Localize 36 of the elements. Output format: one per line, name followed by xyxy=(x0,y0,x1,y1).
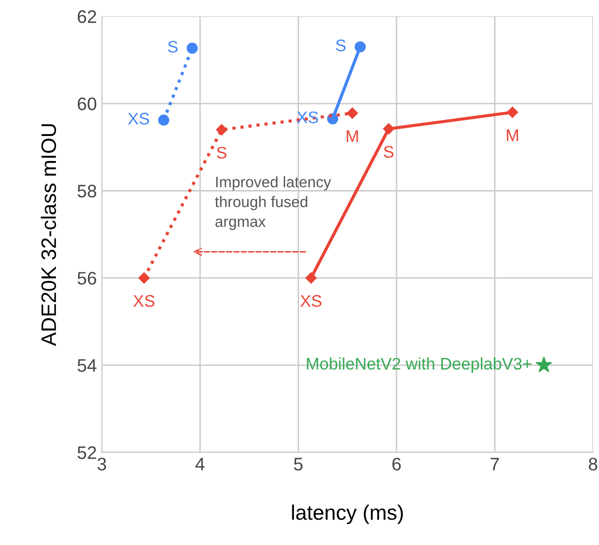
series-label: MobileNetV2 with DeeplabV3+ xyxy=(306,357,532,373)
x-tick-label: 3 xyxy=(98,458,106,470)
annotation: M xyxy=(506,130,518,142)
annotation: XS xyxy=(296,111,318,124)
point xyxy=(305,272,317,284)
annotation: M xyxy=(346,130,358,142)
x-tick-label: 6 xyxy=(392,458,401,470)
point xyxy=(346,108,358,119)
point xyxy=(506,106,518,118)
annotation: S xyxy=(384,146,394,158)
annotation: XS xyxy=(133,295,154,307)
annotation: S xyxy=(336,40,346,52)
annotation: S xyxy=(168,40,178,53)
y-tick-label: 54 xyxy=(78,359,96,372)
y-tick-label: 58 xyxy=(78,184,96,198)
annotation: Improved latency through fused argmax xyxy=(215,176,332,230)
x-tick-label: 7 xyxy=(490,458,499,470)
x-tick-label: 5 xyxy=(294,458,303,470)
point xyxy=(354,41,366,52)
x-tick-label: 4 xyxy=(195,458,205,470)
annotation: XS xyxy=(300,295,322,307)
y-tick-label: 52 xyxy=(78,446,96,460)
x-axis-title: latency (ms) xyxy=(292,504,403,524)
x-tick-label: 8 xyxy=(588,458,598,470)
y-tick-label: 56 xyxy=(78,272,96,285)
point xyxy=(138,272,150,284)
y-tick-label: 62 xyxy=(78,10,96,24)
y-tick-label: 60 xyxy=(78,97,96,110)
point xyxy=(216,124,228,136)
point xyxy=(186,42,198,54)
annotation: S xyxy=(216,146,226,159)
point xyxy=(158,114,170,126)
annotation: XS xyxy=(128,112,150,125)
point xyxy=(536,356,552,372)
point xyxy=(383,123,394,134)
y-axis-title: ADE20K 32-class mIOU xyxy=(40,124,56,346)
